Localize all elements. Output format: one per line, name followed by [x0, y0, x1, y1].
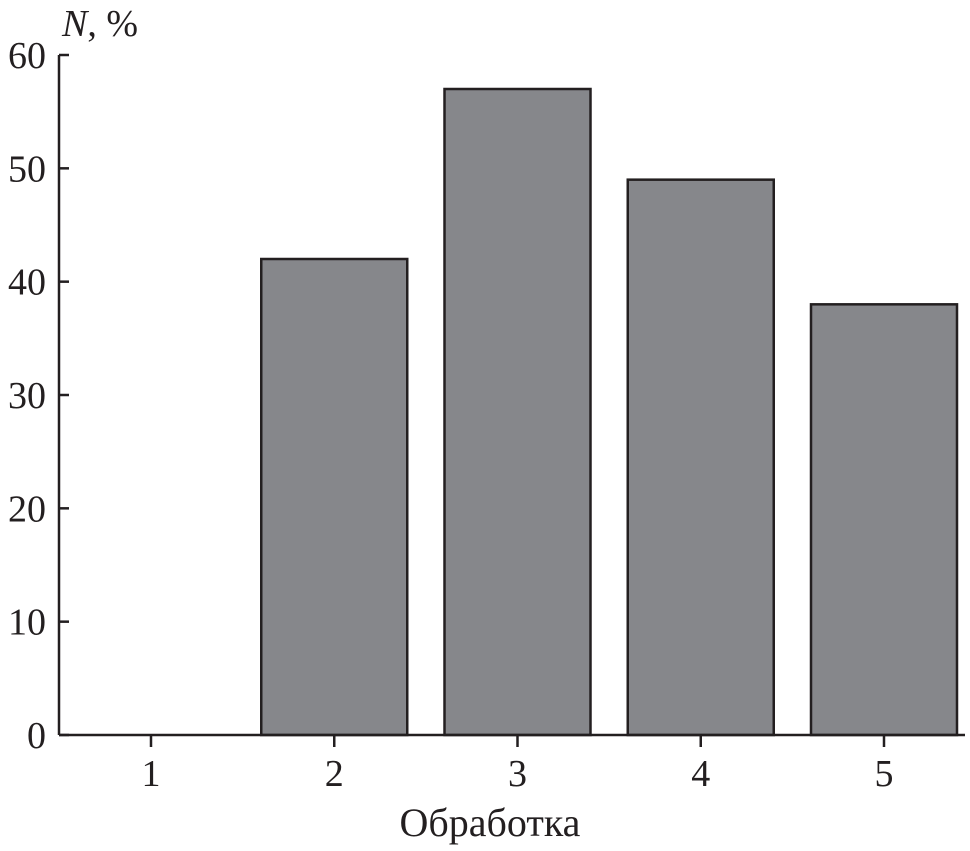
y-axis-label-symbol: N	[61, 3, 90, 45]
x-tick-label: 1	[142, 753, 161, 795]
y-axis-label-unit: , %	[87, 3, 138, 45]
y-ticks-group: 0 10 20 30 40 50 60	[8, 35, 69, 757]
y-tick-label: 20	[8, 488, 46, 530]
x-ticks-group: 1 2 3 4 5	[142, 735, 894, 795]
bar-4	[626, 178, 775, 737]
x-tick-label: 3	[508, 753, 527, 795]
bar-2	[260, 257, 409, 737]
y-tick-label: 60	[8, 35, 46, 77]
y-tick-label: 0	[27, 715, 46, 757]
y-tick-label: 30	[8, 375, 46, 417]
y-tick-label: 50	[8, 148, 46, 190]
x-tick-label: 2	[325, 753, 344, 795]
x-tick-label: 5	[875, 753, 894, 795]
bars-group	[260, 87, 959, 737]
y-tick-label: 40	[8, 262, 46, 304]
y-axis-label: N, %	[61, 3, 138, 45]
x-tick-label: 4	[691, 753, 710, 795]
bar-5	[809, 303, 959, 737]
y-tick-label: 10	[8, 602, 46, 644]
bar-3	[443, 87, 592, 737]
x-axis-label: Обработка	[400, 800, 581, 845]
